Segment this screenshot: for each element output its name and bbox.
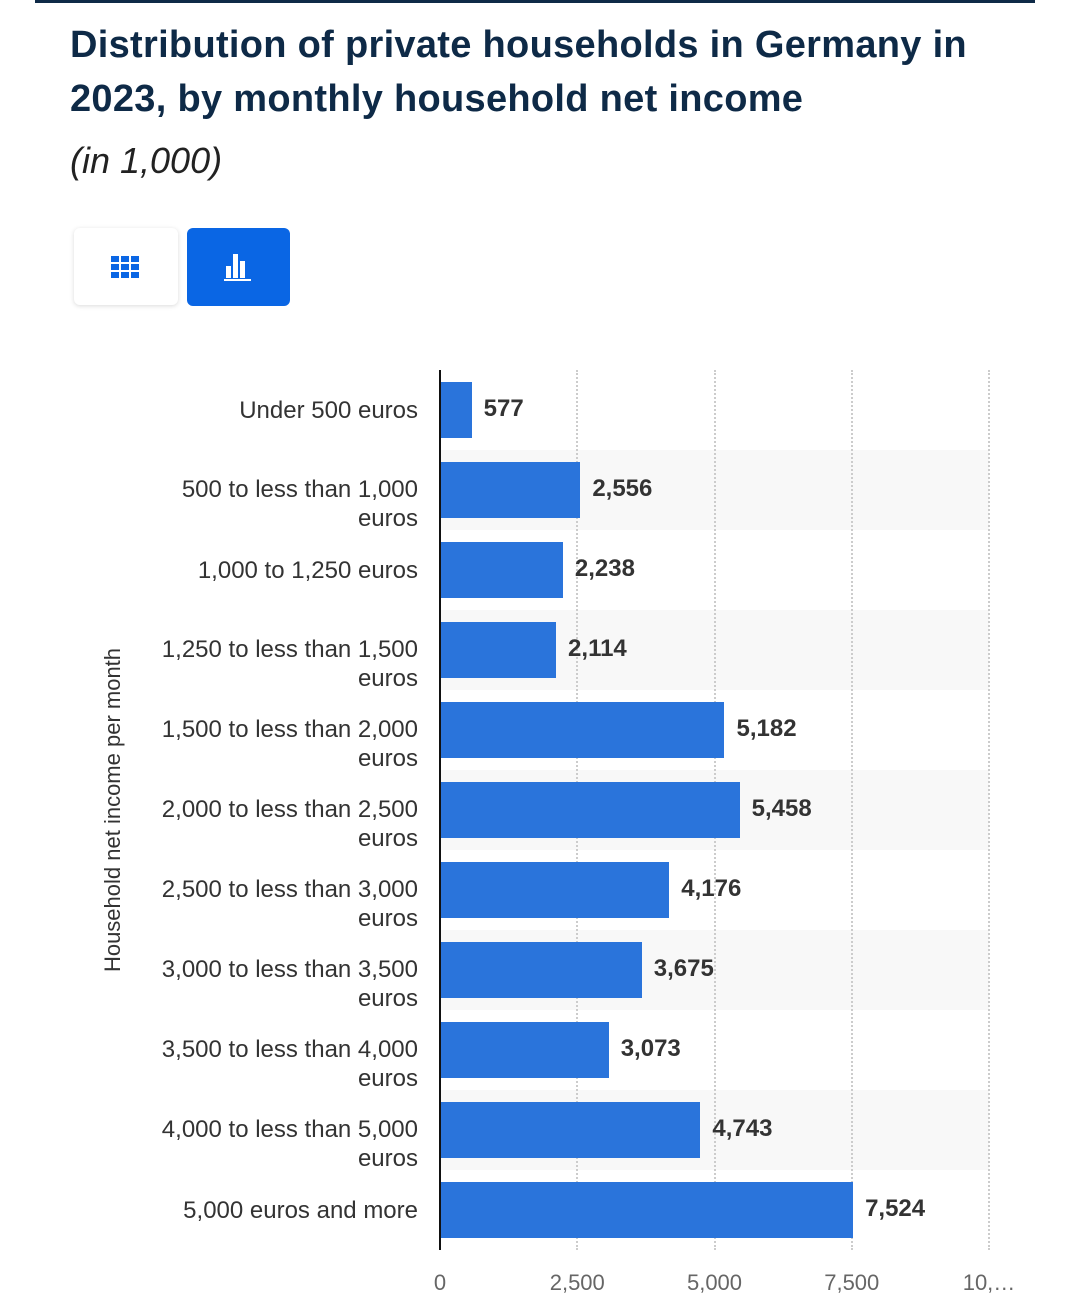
- y-tick-label: 4,000 to less than 5,000 euros: [161, 1116, 418, 1172]
- value-label: 2,114: [568, 635, 627, 662]
- x-tick-label: 0: [433, 1270, 447, 1295]
- x-tick-label: 10,…: [962, 1270, 1016, 1295]
- y-tick-label: 2,000 to less than 2,500 euros: [161, 796, 418, 852]
- bar: [440, 942, 642, 998]
- y-tick-label: 3,500 to less than 4,000 euros: [161, 1036, 418, 1092]
- value-label: 3,675: [653, 955, 714, 982]
- y-axis-title: Household net income per month: [100, 647, 125, 973]
- value-label: 2,238: [574, 555, 635, 582]
- bar: [440, 542, 563, 598]
- chart-icon: [224, 254, 251, 281]
- y-tick-label: 5,000 euros and more: [183, 1196, 418, 1224]
- x-tick-label: 5,000: [686, 1270, 743, 1295]
- y-tick-label: 2,500 to less than 3,000 euros: [161, 876, 418, 932]
- grid-line: [850, 370, 853, 1250]
- x-tick-label: 2,500: [549, 1270, 605, 1295]
- y-tick-label: 3,000 to less than 3,500 euros: [161, 956, 418, 1012]
- y-tick-label: Under 500 euros: [239, 396, 418, 424]
- bar: [440, 1182, 854, 1238]
- value-label: 7,524: [865, 1195, 926, 1222]
- y-tick-label: 500 to less than 1,000 euros: [181, 476, 418, 532]
- value-label: 577: [483, 395, 524, 422]
- bar: [440, 862, 670, 918]
- bar: [440, 1102, 701, 1158]
- chart-view-button[interactable]: [187, 228, 290, 306]
- bar: [440, 782, 740, 838]
- table-view-button[interactable]: [74, 228, 178, 305]
- y-tick-label: 1,500 to less than 2,000 euros: [161, 716, 418, 772]
- value-label: 2,556: [592, 475, 653, 502]
- y-tick-label: 1,000 to 1,250 euros: [197, 556, 418, 584]
- value-label: 4,743: [712, 1115, 773, 1142]
- bar: [440, 622, 557, 678]
- bar: [440, 702, 725, 758]
- table-icon: [111, 256, 139, 278]
- grid-line: [988, 370, 990, 1250]
- chart-subtitle: (in 1,000): [70, 140, 223, 181]
- top-rule: [35, 0, 1035, 3]
- y-axis-line: [439, 370, 441, 1250]
- bar: [440, 462, 581, 518]
- x-tick-label: 7,500: [824, 1270, 880, 1295]
- value-label: 5,458: [751, 795, 812, 822]
- value-label: 4,176: [681, 875, 742, 902]
- bar: [440, 382, 472, 438]
- value-label: 5,182: [736, 715, 797, 742]
- chart-title: Distribution of private households in Ge…: [70, 24, 967, 120]
- value-label: 3,073: [620, 1035, 681, 1062]
- y-tick-label: 1,250 to less than 1,500 euros: [161, 636, 418, 692]
- bar: [440, 1022, 609, 1078]
